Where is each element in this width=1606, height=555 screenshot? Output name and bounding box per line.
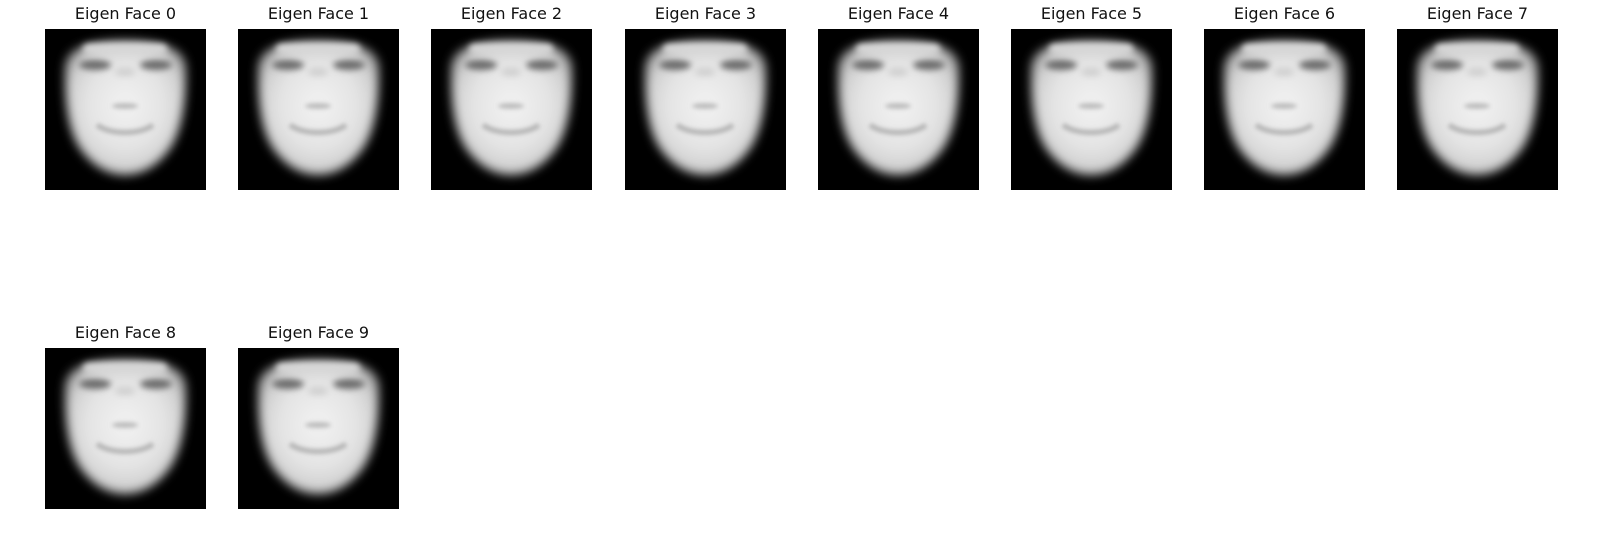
eigen-face-image xyxy=(238,348,399,509)
eigen-face-image xyxy=(1204,29,1365,190)
eigen-face-title: Eigen Face 5 xyxy=(1040,4,1143,23)
eigen-face-image xyxy=(1011,29,1172,190)
eigen-face-title: Eigen Face 9 xyxy=(267,323,370,342)
eigen-face-title: Eigen Face 2 xyxy=(460,4,563,23)
eigen-face-image xyxy=(45,348,206,509)
eigen-face-image xyxy=(1397,29,1558,190)
eigen-face-title: Eigen Face 8 xyxy=(74,323,177,342)
eigen-face-title: Eigen Face 0 xyxy=(74,4,177,23)
eigen-face-title: Eigen Face 1 xyxy=(267,4,370,23)
eigen-face-image xyxy=(625,29,786,190)
eigen-face-image xyxy=(238,29,399,190)
eigen-face-image xyxy=(431,29,592,190)
eigen-face-title: Eigen Face 3 xyxy=(654,4,757,23)
eigen-face-image xyxy=(45,29,206,190)
eigen-face-title: Eigen Face 4 xyxy=(847,4,950,23)
eigen-face-title: Eigen Face 7 xyxy=(1426,4,1529,23)
eigen-face-title: Eigen Face 6 xyxy=(1233,4,1336,23)
eigen-face-image xyxy=(818,29,979,190)
